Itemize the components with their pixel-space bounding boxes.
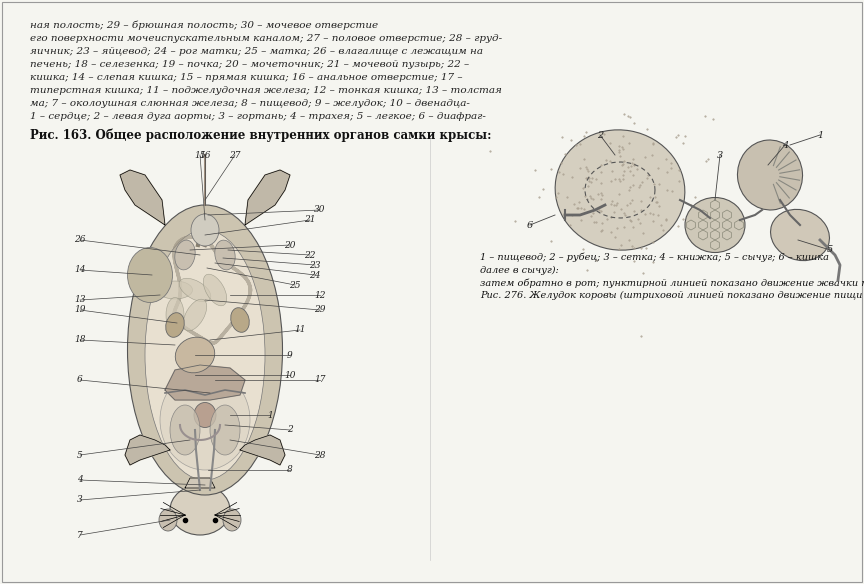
Text: 16: 16 bbox=[200, 151, 211, 159]
Ellipse shape bbox=[159, 509, 177, 531]
Text: 6: 6 bbox=[527, 221, 533, 230]
Text: кишка; 14 – слепая кишка; 15 – прямая кишка; 16 – анальное отверстие; 17 –: кишка; 14 – слепая кишка; 15 – прямая ки… bbox=[30, 73, 462, 82]
Ellipse shape bbox=[223, 509, 241, 531]
Text: Рис. 276. Желудок коровы (штриховой линией показано движение пищи из рубца в сет: Рис. 276. Желудок коровы (штриховой лини… bbox=[480, 290, 864, 300]
Text: 18: 18 bbox=[74, 335, 86, 345]
Text: 27: 27 bbox=[229, 151, 241, 159]
Text: 1: 1 bbox=[267, 411, 273, 419]
Ellipse shape bbox=[170, 485, 230, 535]
Ellipse shape bbox=[179, 279, 211, 302]
Ellipse shape bbox=[128, 248, 173, 303]
Text: 9: 9 bbox=[287, 350, 293, 360]
Text: ная полость; 29 – брюшная полость; 30 – мочевое отверстие: ная полость; 29 – брюшная полость; 30 – … bbox=[30, 21, 378, 30]
Text: 10: 10 bbox=[284, 370, 295, 380]
Polygon shape bbox=[185, 478, 215, 488]
Ellipse shape bbox=[175, 337, 215, 373]
Text: 12: 12 bbox=[314, 290, 326, 300]
Text: 1 – сердце; 2 – левая дуга аорты; 3 – гортань; 4 – трахея; 5 – легкое; 6 – диафр: 1 – сердце; 2 – левая дуга аорты; 3 – го… bbox=[30, 112, 486, 121]
Ellipse shape bbox=[231, 308, 250, 332]
Text: 2: 2 bbox=[287, 426, 293, 434]
Text: 29: 29 bbox=[314, 305, 326, 315]
Text: 19: 19 bbox=[74, 305, 86, 315]
Text: 1: 1 bbox=[816, 130, 823, 140]
Ellipse shape bbox=[170, 405, 200, 455]
Text: 7: 7 bbox=[77, 530, 83, 540]
Polygon shape bbox=[165, 365, 245, 400]
Text: 11: 11 bbox=[295, 325, 306, 335]
Ellipse shape bbox=[175, 240, 195, 270]
Text: 4: 4 bbox=[782, 141, 788, 150]
Text: печень; 18 – селезенка; 19 – почка; 20 – мочеточник; 21 – мочевой пузырь; 22 –: печень; 18 – селезенка; 19 – почка; 20 –… bbox=[30, 60, 469, 69]
Polygon shape bbox=[240, 435, 285, 465]
Ellipse shape bbox=[145, 230, 265, 480]
Text: 24: 24 bbox=[309, 270, 321, 280]
Text: 21: 21 bbox=[304, 215, 315, 224]
Ellipse shape bbox=[166, 312, 184, 338]
Text: далее в сычуг):: далее в сычуг): bbox=[480, 266, 559, 275]
Polygon shape bbox=[125, 435, 170, 465]
Text: 1 – пищевод; 2 – рубец; 3 – сетка; 4 – книжка; 5 – сычуг; 6 – кишка: 1 – пищевод; 2 – рубец; 3 – сетка; 4 – к… bbox=[480, 252, 829, 262]
Ellipse shape bbox=[685, 197, 745, 252]
Text: типерстная кишка; 11 – поджелудочная железа; 12 – тонкая кишка; 13 – толстая: типерстная кишка; 11 – поджелудочная жел… bbox=[30, 86, 502, 95]
Text: Рис. 163. Общее расположение внутренних органов самки крысы:: Рис. 163. Общее расположение внутренних … bbox=[30, 128, 492, 141]
Ellipse shape bbox=[771, 210, 829, 260]
Text: 23: 23 bbox=[309, 260, 321, 269]
Ellipse shape bbox=[157, 281, 193, 299]
Polygon shape bbox=[245, 170, 290, 225]
Text: 20: 20 bbox=[284, 241, 295, 249]
Ellipse shape bbox=[166, 297, 184, 332]
Text: ма; 7 – околоушная слюнная железа; 8 – пищевод; 9 – желудок; 10 – двенадца-: ма; 7 – околоушная слюнная железа; 8 – п… bbox=[30, 99, 470, 108]
Text: его поверхности мочеиспускательным каналом; 27 – половое отверстие; 28 – груд-: его поверхности мочеиспускательным канал… bbox=[30, 34, 502, 43]
Text: 26: 26 bbox=[74, 235, 86, 245]
Text: 8: 8 bbox=[287, 465, 293, 474]
Text: 3: 3 bbox=[717, 151, 723, 159]
Ellipse shape bbox=[203, 274, 226, 306]
Text: 6: 6 bbox=[77, 376, 83, 384]
Ellipse shape bbox=[183, 299, 206, 331]
Text: 28: 28 bbox=[314, 450, 326, 460]
Ellipse shape bbox=[210, 405, 240, 455]
Text: 15: 15 bbox=[194, 151, 206, 159]
Text: 13: 13 bbox=[74, 296, 86, 304]
Text: 3: 3 bbox=[77, 495, 83, 505]
Text: 25: 25 bbox=[289, 280, 301, 290]
Text: 17: 17 bbox=[314, 376, 326, 384]
Polygon shape bbox=[120, 170, 165, 225]
Ellipse shape bbox=[215, 240, 235, 270]
Text: 30: 30 bbox=[314, 206, 326, 214]
Text: 5: 5 bbox=[827, 245, 833, 255]
Text: яичник; 23 – яйцевод; 24 – рог матки; 25 – матка; 26 – влагалище с лежащим на: яичник; 23 – яйцевод; 24 – рог матки; 25… bbox=[30, 47, 483, 56]
Ellipse shape bbox=[128, 205, 283, 495]
Ellipse shape bbox=[556, 130, 685, 250]
Text: затем обратно в рот; пунктирной линией показано движение жвачки по желобку в кни: затем обратно в рот; пунктирной линией п… bbox=[480, 278, 864, 287]
Ellipse shape bbox=[738, 140, 803, 210]
Text: 2: 2 bbox=[597, 130, 603, 140]
Ellipse shape bbox=[194, 402, 216, 427]
Text: 4: 4 bbox=[77, 475, 83, 485]
Ellipse shape bbox=[160, 370, 250, 470]
Ellipse shape bbox=[191, 214, 219, 246]
Text: 22: 22 bbox=[304, 251, 315, 259]
Text: 5: 5 bbox=[77, 450, 83, 460]
Text: 14: 14 bbox=[74, 266, 86, 274]
